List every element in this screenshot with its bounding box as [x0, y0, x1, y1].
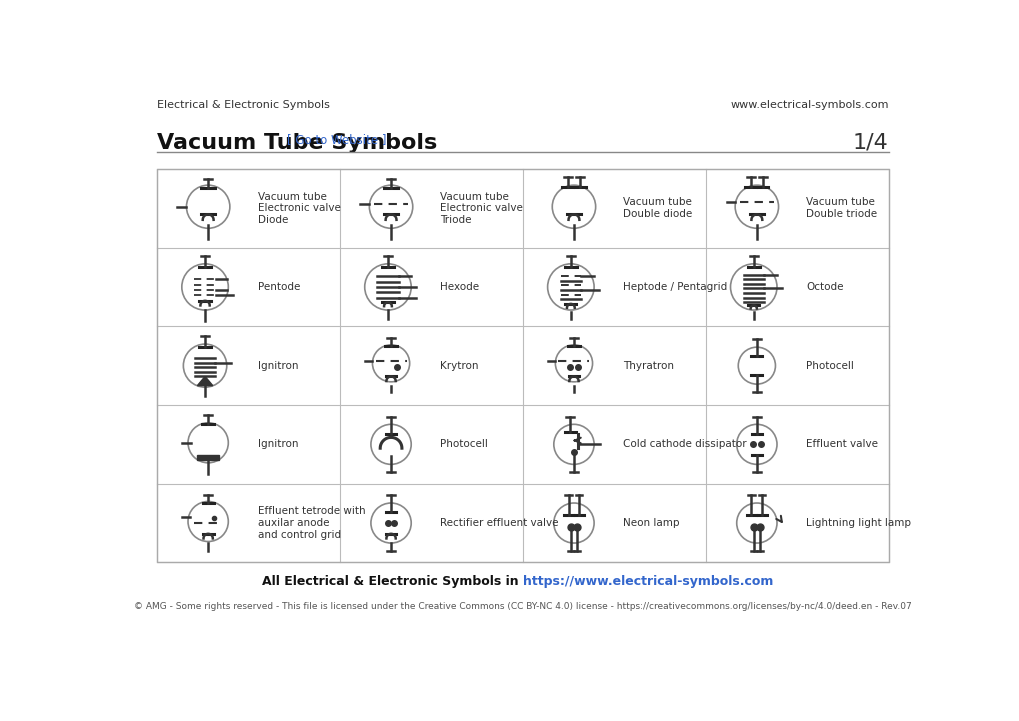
Text: https://www.electrical-symbols.com: https://www.electrical-symbols.com	[522, 575, 772, 588]
Text: Vacuum tube
Electronic valve
Diode: Vacuum tube Electronic valve Diode	[257, 192, 340, 225]
Text: © AMG - Some rights reserved - This file is licensed under the Creative Commons : © AMG - Some rights reserved - This file…	[133, 603, 911, 611]
Text: Vacuum tube
Double diode: Vacuum tube Double diode	[623, 198, 692, 219]
Text: Ignitron: Ignitron	[257, 439, 298, 449]
Text: Vacuum tube
Electronic valve
Triode: Vacuum tube Electronic valve Triode	[440, 192, 523, 225]
Text: All Electrical & Electronic Symbols in: All Electrical & Electronic Symbols in	[262, 575, 522, 588]
Text: Thyratron: Thyratron	[623, 360, 674, 371]
Text: Electrical & Electronic Symbols: Electrical & Electronic Symbols	[157, 100, 329, 110]
Polygon shape	[197, 455, 219, 460]
Text: Effluent valve: Effluent valve	[805, 439, 877, 449]
Text: Krytron: Krytron	[440, 360, 479, 371]
Text: Vacuum tube
Double triode: Vacuum tube Double triode	[805, 198, 876, 219]
Text: Rectifier effluent valve: Rectifier effluent valve	[440, 518, 558, 528]
Text: Cold cathode dissipator: Cold cathode dissipator	[623, 439, 746, 449]
Text: Heptode / Pentagrid: Heptode / Pentagrid	[623, 282, 727, 292]
Text: [ Go to Website ]: [ Go to Website ]	[287, 133, 386, 146]
Text: Vacuum Tube Symbols: Vacuum Tube Symbols	[157, 133, 437, 153]
Text: Hexode: Hexode	[440, 282, 479, 292]
Text: Pentode: Pentode	[257, 282, 300, 292]
Text: Ignitron: Ignitron	[257, 360, 298, 371]
Text: www.electrical-symbols.com: www.electrical-symbols.com	[730, 100, 888, 110]
Text: Photocell: Photocell	[440, 439, 488, 449]
Text: Photocell: Photocell	[805, 360, 853, 371]
Text: Neon lamp: Neon lamp	[623, 518, 680, 528]
Text: 1/4: 1/4	[852, 133, 888, 153]
Text: Effluent tetrode with
auxilar anode
and control grid: Effluent tetrode with auxilar anode and …	[257, 506, 365, 539]
Text: Lightning light lamp: Lightning light lamp	[805, 518, 910, 528]
Text: Octode: Octode	[805, 282, 843, 292]
Polygon shape	[197, 376, 213, 386]
